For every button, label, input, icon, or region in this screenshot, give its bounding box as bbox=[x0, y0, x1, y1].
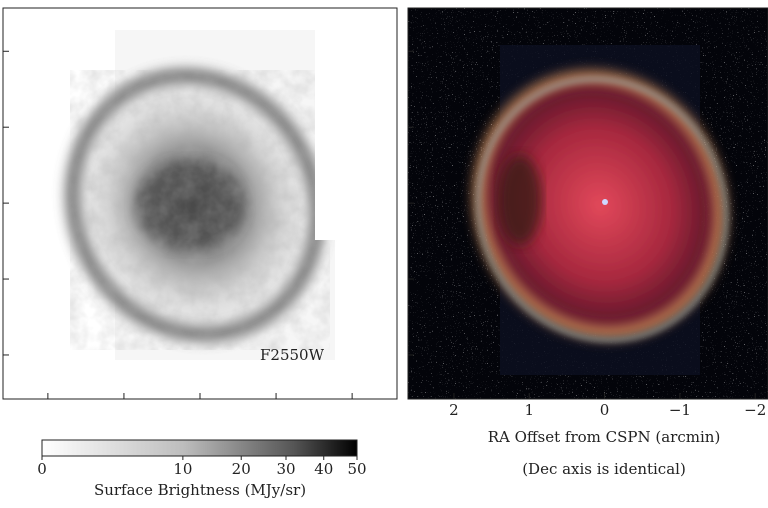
colorbar-tick-label: 30 bbox=[276, 460, 295, 478]
caption: (Dec axis is identical) bbox=[522, 460, 686, 478]
colorbar-tick-label: 10 bbox=[173, 460, 192, 478]
x-tick-label: −2 bbox=[744, 401, 766, 419]
grayscale-image bbox=[3, 8, 397, 399]
colorbar-tick-label: 50 bbox=[347, 460, 366, 478]
colorbar-label: Surface Brightness (MJy/sr) bbox=[94, 481, 306, 499]
x-tick-label: 2 bbox=[449, 401, 459, 419]
filter-label: F2550W bbox=[260, 346, 325, 364]
x-axis-label: RA Offset from CSPN (arcmin) bbox=[488, 428, 721, 446]
color-image bbox=[408, 8, 768, 399]
x-tick-label: 0 bbox=[600, 401, 610, 419]
colorbar-tick-label: 40 bbox=[314, 460, 333, 478]
x-tick-label: −1 bbox=[669, 401, 691, 419]
colorbar-tick-label: 0 bbox=[37, 460, 47, 478]
x-tick-label: 1 bbox=[524, 401, 534, 419]
colorbar bbox=[41, 439, 358, 457]
colorbar-tick-label: 20 bbox=[232, 460, 251, 478]
